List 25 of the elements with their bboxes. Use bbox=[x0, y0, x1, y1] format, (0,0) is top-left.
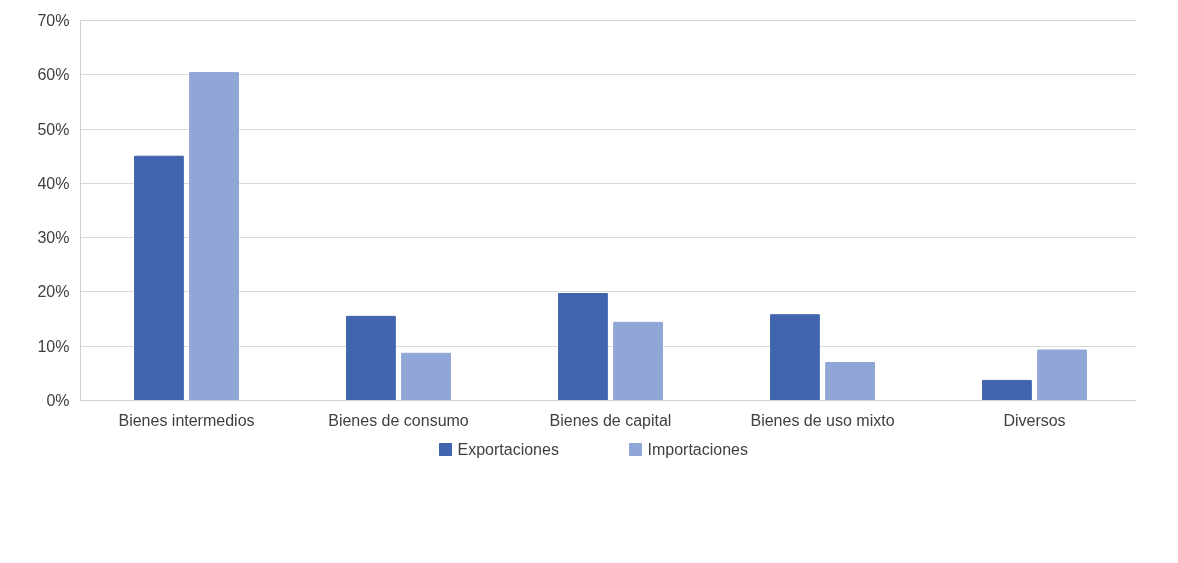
x-tick-label: Bienes intermedios bbox=[118, 411, 255, 429]
bar bbox=[134, 155, 184, 401]
legend-label: Exportaciones bbox=[457, 441, 559, 458]
y-tick-label: 60% bbox=[37, 66, 70, 84]
x-tick-label: Bienes de uso mixto bbox=[750, 411, 895, 429]
y-tick-label: 50% bbox=[37, 120, 70, 138]
bar bbox=[346, 315, 396, 401]
y-tick-label: 20% bbox=[37, 283, 70, 301]
y-tick-label: 70% bbox=[37, 12, 70, 29]
bar bbox=[1037, 349, 1087, 401]
x-tick-label: Bienes de consumo bbox=[328, 411, 469, 429]
x-tick-label: Bienes de capital bbox=[549, 411, 672, 429]
x-tick-label: Diversos bbox=[1003, 411, 1066, 429]
y-tick-label: 30% bbox=[37, 229, 70, 247]
bar bbox=[558, 293, 608, 401]
bar bbox=[982, 379, 1032, 401]
bar bbox=[770, 314, 820, 401]
legend-label: Importaciones bbox=[647, 441, 748, 458]
y-tick-label: 40% bbox=[37, 174, 70, 192]
bar bbox=[825, 362, 875, 401]
y-tick-label: 10% bbox=[37, 337, 70, 355]
bar bbox=[613, 321, 663, 401]
bar bbox=[401, 352, 451, 401]
y-tick-label: 0% bbox=[46, 392, 70, 409]
bar bbox=[189, 72, 239, 401]
